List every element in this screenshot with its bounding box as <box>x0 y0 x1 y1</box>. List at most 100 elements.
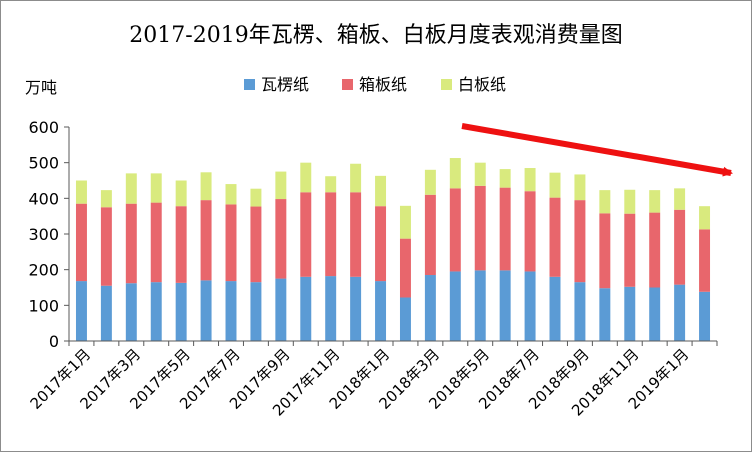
bar-segment-series-1 <box>175 206 187 283</box>
bar-segment-series-2 <box>225 184 237 205</box>
bar-segment-series-0 <box>499 270 511 341</box>
y-tick-label: 500 <box>28 154 59 173</box>
trend-arrow <box>461 123 733 177</box>
bar-segment-series-2 <box>524 168 536 192</box>
bar-segment-series-2 <box>100 190 112 208</box>
bar-segment-series-0 <box>250 282 262 341</box>
bar-segment-series-0 <box>275 278 287 341</box>
bar-segment-series-1 <box>100 207 112 286</box>
bar-segment-series-1 <box>75 203 87 282</box>
bar-segment-series-0 <box>300 276 312 341</box>
bar-segment-series-0 <box>375 281 387 341</box>
bar-segment-series-1 <box>250 206 262 283</box>
bar-segment-series-1 <box>150 202 162 283</box>
y-tick-label: 300 <box>28 225 59 244</box>
bar-segment-series-0 <box>649 287 661 341</box>
bar-segment-series-2 <box>624 189 636 214</box>
bar-segment-series-0 <box>624 286 636 341</box>
y-tick-label: 600 <box>28 118 59 137</box>
y-tick-label: 100 <box>28 296 59 315</box>
bar-segment-series-0 <box>424 275 436 341</box>
bar-segment-series-2 <box>200 172 212 201</box>
bars <box>75 158 711 341</box>
bar-segment-series-0 <box>549 276 561 341</box>
bar-segment-series-0 <box>200 280 212 341</box>
bar-segment-series-1 <box>449 188 461 272</box>
bar-segment-series-1 <box>125 203 137 284</box>
bar-segment-series-0 <box>474 270 486 341</box>
legend-label: 箱板纸 <box>359 75 407 94</box>
bar-segment-series-1 <box>549 197 561 277</box>
y-tick-label: 200 <box>28 261 59 280</box>
bar-segment-series-0 <box>449 271 461 341</box>
bar-segment-series-1 <box>499 187 511 271</box>
bar-segment-series-1 <box>275 199 287 279</box>
bar-segment-series-2 <box>449 158 461 189</box>
bar-segment-series-1 <box>424 194 436 276</box>
bar-segment-series-1 <box>375 206 387 282</box>
axes <box>68 127 717 342</box>
legend: 瓦楞纸 箱板纸 白板纸 <box>244 75 506 94</box>
bar-segment-series-0 <box>599 288 611 341</box>
bar-segment-series-2 <box>599 190 611 214</box>
bar-segment-series-0 <box>150 282 162 341</box>
bar-segment-series-2 <box>424 169 436 195</box>
bar-segment-series-2 <box>75 180 87 204</box>
bar-segment-series-2 <box>549 172 561 198</box>
bar-segment-series-2 <box>175 180 187 207</box>
bar-segment-series-0 <box>524 271 536 341</box>
bar-segment-series-1 <box>225 204 237 282</box>
bar-segment-series-1 <box>699 229 711 292</box>
bar-segment-series-0 <box>699 291 711 341</box>
bar-segment-series-0 <box>574 282 586 341</box>
bar-segment-series-0 <box>125 283 137 341</box>
x-axis-ticks: 2017年1月2017年3月2017年5月2017年7月2017年9月2017年… <box>27 341 718 420</box>
legend-swatch <box>441 79 452 90</box>
bar-segment-series-1 <box>524 191 536 272</box>
chart-title: 2017-2019年瓦楞、箱板、白板月度表观消费量图 <box>129 23 622 48</box>
legend-label: 瓦楞纸 <box>261 75 309 94</box>
bar-segment-series-1 <box>624 213 636 287</box>
bar-segment-series-0 <box>100 285 112 341</box>
bar-segment-series-0 <box>399 297 411 341</box>
bar-segment-series-2 <box>300 162 312 193</box>
bar-segment-series-1 <box>325 192 337 277</box>
legend-swatch <box>244 79 255 90</box>
legend-label: 白板纸 <box>458 75 506 94</box>
bar-segment-series-2 <box>275 171 287 200</box>
bar-segment-series-2 <box>350 163 362 193</box>
bar-segment-series-2 <box>649 190 661 213</box>
legend-swatch <box>342 79 353 90</box>
bar-segment-series-0 <box>674 284 686 341</box>
bar-segment-series-1 <box>200 200 212 281</box>
y-axis-ticks: 0 100 200 300 400 500 600 <box>28 118 69 351</box>
bar-segment-series-1 <box>300 192 312 277</box>
bar-segment-series-2 <box>325 176 337 193</box>
bar-segment-series-1 <box>474 185 486 271</box>
bar-segment-series-2 <box>250 188 262 207</box>
bar-segment-series-2 <box>674 188 686 210</box>
bar-segment-series-1 <box>674 209 686 285</box>
bar-segment-series-2 <box>399 205 411 239</box>
bar-segment-series-2 <box>150 173 162 203</box>
bar-segment-series-1 <box>399 238 411 298</box>
bar-segment-series-0 <box>75 281 87 341</box>
bar-segment-series-0 <box>225 281 237 341</box>
bar-segment-series-2 <box>499 169 511 188</box>
bar-segment-series-1 <box>574 200 586 283</box>
bar-segment-series-1 <box>599 213 611 289</box>
bar-segment-series-2 <box>574 174 586 201</box>
bar-segment-series-2 <box>125 173 137 204</box>
y-axis-unit-label: 万吨 <box>25 78 57 97</box>
bar-segment-series-0 <box>175 282 187 341</box>
y-tick-label: 0 <box>49 332 59 351</box>
bar-segment-series-0 <box>350 276 362 341</box>
bar-segment-series-2 <box>474 162 486 186</box>
bar-segment-series-1 <box>350 192 362 277</box>
bar-segment-series-2 <box>699 206 711 230</box>
bar-segment-series-2 <box>375 175 387 207</box>
y-tick-label: 400 <box>28 189 59 208</box>
bar-segment-series-0 <box>325 276 337 341</box>
